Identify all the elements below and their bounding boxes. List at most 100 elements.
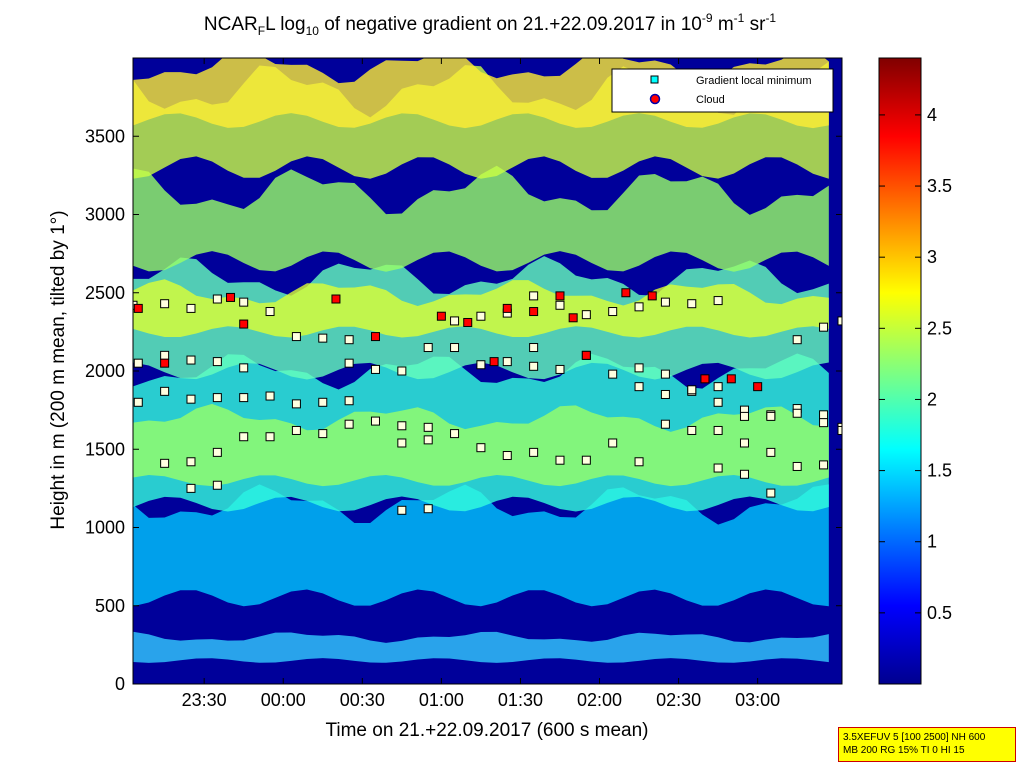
gradient-minimum-marker (502, 451, 512, 461)
x-tick-label: 00:00 (261, 690, 306, 710)
settings-note-line-1: 3.5XEFUV 5 [100 2500] NH 600 (843, 732, 986, 743)
gradient-minimum-marker (344, 335, 354, 345)
x-tick-label: 00:30 (340, 690, 385, 710)
gradient-minimum-marker (212, 480, 222, 490)
y-axis: 0 500 1000 1500 2000 2500 3000 3500 (85, 126, 842, 694)
y-tick-label: 2500 (85, 283, 125, 303)
gradient-minimum-marker (160, 386, 170, 396)
gradient-minimum-marker (837, 425, 842, 435)
gradient-minimum-marker (212, 447, 222, 457)
gradient-minimum-marker (423, 435, 433, 445)
cloud-marker (753, 382, 763, 392)
gradient-minimum-marker (397, 505, 407, 515)
legend: Gradient local minimum Cloud (611, 68, 834, 113)
y-tick-label: 2000 (85, 361, 125, 381)
gradient-minimum-marker (608, 369, 618, 379)
gradient-minimum-marker (423, 504, 433, 514)
cloud-marker (502, 303, 512, 313)
gradient-minimum-marker (397, 366, 407, 376)
y-tick-label: 500 (95, 596, 125, 616)
gradient-minimum-marker (291, 399, 301, 409)
settings-note-line-2: MB 200 RG 15% TI 0 HI 15 (843, 745, 965, 756)
gradient-minimum-marker (792, 461, 802, 471)
gradient-minimum-marker (186, 394, 196, 404)
colorbar-tick-label: 3 (927, 247, 937, 267)
gradient-minimum-marker (318, 397, 328, 407)
colorbar-tick-label: 0.5 (927, 603, 952, 623)
gradient-minimum-marker (660, 369, 670, 379)
gradient-minimum-marker (160, 299, 170, 309)
gradient-minimum-marker (239, 297, 249, 307)
cloud-marker (489, 357, 499, 367)
gradient-minimum-marker (529, 291, 539, 301)
colorbar: 0.5 1 1.5 2 2.5 3 3.5 4 (878, 57, 952, 685)
gradient-minimum-marker (212, 357, 222, 367)
gradient-minimum-marker (265, 432, 275, 442)
gradient-minimum-marker (634, 457, 644, 467)
gradient-minimum-marker (555, 455, 565, 465)
gradient-minimum-marker (634, 363, 644, 373)
gradient-minimum-marker (819, 322, 829, 332)
gradient-minimum-marker (476, 311, 486, 321)
chart-title: NCARFL log10 of negative gradient on 21.… (204, 11, 777, 38)
gradient-minimum-marker (423, 422, 433, 432)
gradient-minimum-marker (687, 385, 697, 395)
gradient-minimum-marker (634, 302, 644, 312)
y-tick-label: 1000 (85, 518, 125, 538)
cloud-marker (226, 292, 236, 302)
cloud-marker (726, 374, 736, 384)
legend-marker-cloud (649, 93, 661, 105)
gradient-minimum-marker (450, 343, 460, 353)
cloud-marker (463, 317, 473, 327)
gradient-minimum-marker (581, 455, 591, 465)
gradient-minimum-marker (660, 419, 670, 429)
gradient-minimum-marker (133, 397, 143, 407)
gradient-minimum-marker (819, 418, 829, 428)
gradient-minimum-marker (212, 393, 222, 403)
gradient-minimum-marker (397, 438, 407, 448)
gradient-minimum-marker (239, 432, 249, 442)
gradient-minimum-marker (291, 332, 301, 342)
colorbar-tick-label: 3.5 (927, 176, 952, 196)
colorbar-tick-label: 2.5 (927, 318, 952, 338)
gradient-minimum-marker (239, 363, 249, 373)
cloud-marker (581, 350, 591, 360)
gradient-minimum-marker (212, 294, 222, 304)
y-tick-label: 3500 (85, 126, 125, 146)
gradient-minimum-marker (370, 364, 380, 374)
x-tick-label: 01:00 (419, 690, 464, 710)
cloud-marker (239, 319, 249, 329)
gradient-minimum-marker (608, 438, 618, 448)
gradient-minimum-marker (344, 396, 354, 406)
gradient-minimum-marker (476, 443, 486, 453)
gradient-minimum-marker (819, 460, 829, 470)
gradient-minimum-marker (687, 425, 697, 435)
heatmap-band (133, 631, 829, 663)
x-axis-label: Time on 21.+22.09.2017 (600 s mean) (325, 720, 648, 741)
gradient-minimum-marker (370, 416, 380, 426)
gradient-minimum-marker (819, 410, 829, 420)
y-tick-label: 1500 (85, 439, 125, 459)
gradient-minimum-marker (581, 310, 591, 320)
colorbar-tick-label: 2 (927, 389, 937, 409)
gradient-minimum-marker (792, 335, 802, 345)
gradient-minimum-marker (450, 429, 460, 439)
y-tick-label: 0 (115, 674, 125, 694)
gradient-minimum-marker (792, 408, 802, 418)
gradient-minimum-marker (766, 411, 776, 421)
colorbar-tick-label: 4 (927, 105, 937, 125)
gradient-minimum-marker (529, 343, 539, 353)
x-tick-label: 01:30 (498, 690, 543, 710)
x-tick-label: 02:30 (656, 690, 701, 710)
gradient-minimum-marker (344, 358, 354, 368)
legend-box (611, 68, 834, 113)
gradient-minimum-marker (837, 316, 842, 326)
gradient-minimum-marker (660, 297, 670, 307)
gradient-minimum-marker (634, 382, 644, 392)
gradient-minimum-marker (502, 357, 512, 367)
legend-label-gradient-min: Gradient local minimum (696, 75, 812, 87)
cloud-marker (555, 291, 565, 301)
markers-layer (133, 288, 842, 515)
gradient-minimum-marker (160, 350, 170, 360)
